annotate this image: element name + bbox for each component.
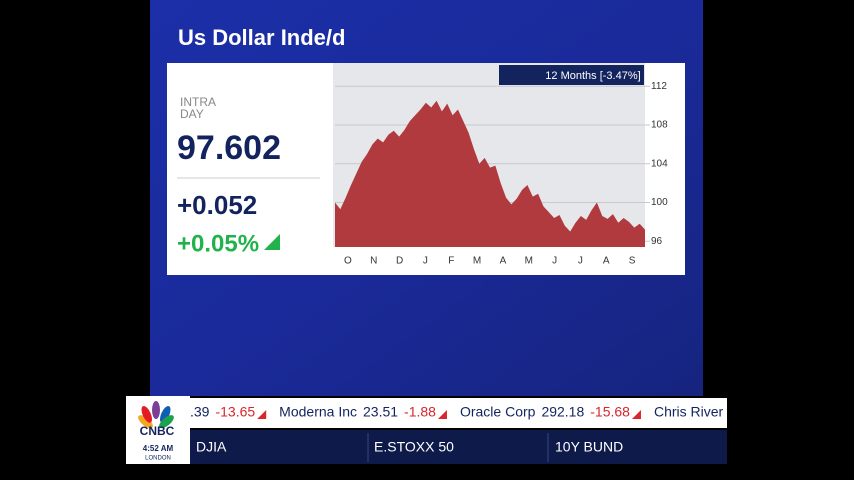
ticker-change: -1.88 xyxy=(404,404,436,420)
y-tick-label: 104 xyxy=(651,158,668,169)
x-tick-label: J xyxy=(423,256,428,267)
ticker-name: Moderna Inc xyxy=(279,404,357,420)
x-tick-label: J xyxy=(552,256,557,267)
x-tick-label: O xyxy=(344,256,352,267)
y-tick-label: 112 xyxy=(651,81,667,92)
quote: 97.602 xyxy=(177,129,281,167)
down-arrow xyxy=(631,410,641,419)
ticker-name: Chris River Lab xyxy=(654,404,751,420)
x-tick-label: F xyxy=(448,256,454,267)
logo-city: LONDON xyxy=(145,456,171,462)
ticker-change: -13.65 xyxy=(215,404,255,420)
x-tick-label: N xyxy=(370,256,377,267)
quote-label: DAY xyxy=(180,107,204,121)
x-tick-label: D xyxy=(396,256,403,267)
index-name: 10Y BUND xyxy=(555,439,623,455)
x-tick-label: S xyxy=(629,256,636,267)
change: +0.052 xyxy=(177,190,257,220)
down-arrow xyxy=(437,410,447,419)
ticker: .39 -13.65 Moderna Inc 23.51 -1.88 Oracle Cor… xyxy=(190,398,751,428)
ticker-price: .39 xyxy=(190,404,210,420)
logo-time: 4:52 AM xyxy=(143,444,174,453)
peacock xyxy=(138,401,174,429)
ticker-bg xyxy=(190,398,727,428)
y-tick-label: 100 xyxy=(651,197,668,208)
title: Us Dollar Inde/d xyxy=(178,25,345,50)
quote-label: INTRA xyxy=(180,95,216,109)
index-bar xyxy=(190,430,727,464)
y-tick-label: 108 xyxy=(651,120,668,131)
change-pct: +0.05% xyxy=(177,230,259,257)
index-name: DJIA xyxy=(196,439,227,455)
ticker-name: Oracle Corp xyxy=(460,404,536,420)
x-tick-label: J xyxy=(578,256,583,267)
x-tick-label: A xyxy=(500,256,507,267)
period-box xyxy=(499,65,644,85)
x-tick-label: A xyxy=(603,256,610,267)
change-arrow xyxy=(264,234,280,250)
index-name: E.STOXX 50 xyxy=(374,439,454,455)
logo-text: CNBC xyxy=(140,424,175,438)
y-tick-label: 96 xyxy=(651,236,663,247)
period-label: 12 Months [-3.47%] xyxy=(545,70,640,82)
x-tick-label: M xyxy=(525,256,533,267)
ticker-price: 292.18 xyxy=(541,404,584,420)
area xyxy=(335,100,645,247)
ticker-price: 23.51 xyxy=(363,404,398,420)
x-tick-label: M xyxy=(473,256,481,267)
down-arrow xyxy=(257,410,267,419)
ticker-change: -15.68 xyxy=(590,404,630,420)
